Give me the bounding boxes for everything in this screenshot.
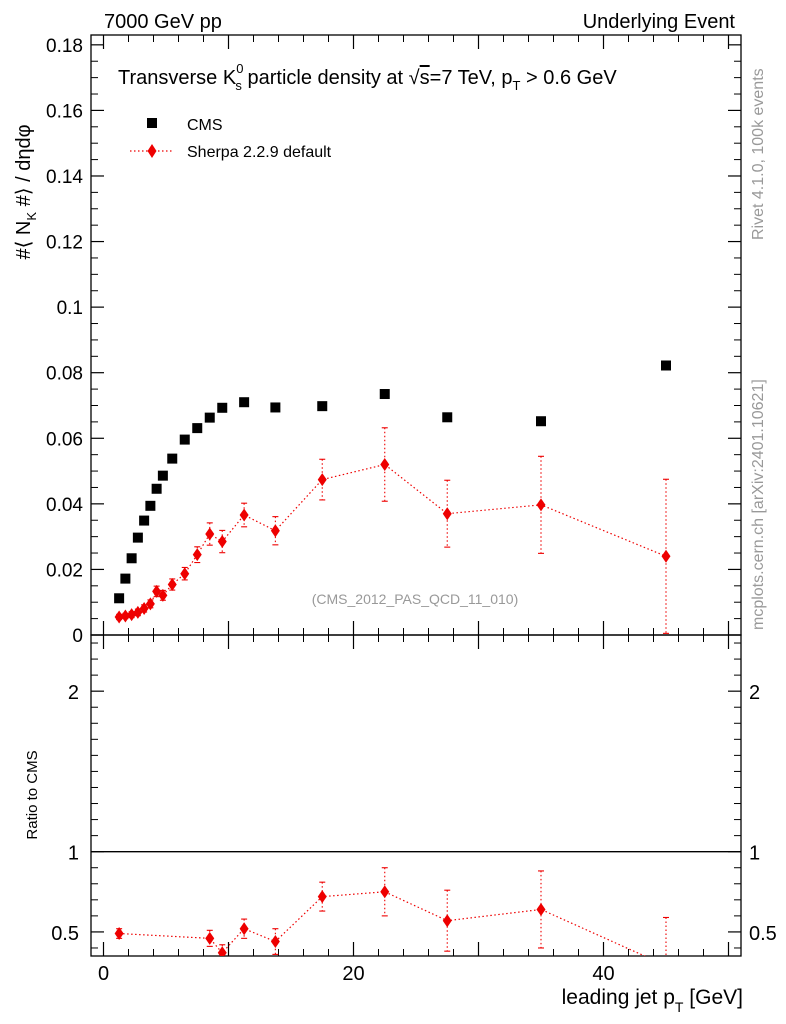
- mcplots-label: mcplots.cern.ch [arXiv:2401.10621]: [750, 379, 767, 630]
- y-tick-label: 0.12: [46, 233, 83, 254]
- cms-point: [270, 402, 281, 413]
- cms-point: [120, 573, 131, 584]
- cms-point: [204, 412, 215, 423]
- cms-point: [145, 500, 156, 511]
- cms-point: [192, 423, 203, 434]
- y-tick-label: 0.18: [46, 36, 83, 57]
- x-tick-label: 20: [342, 963, 364, 985]
- legend-marker-sherpa: [147, 144, 157, 158]
- sherpa-point: [661, 549, 671, 563]
- sherpa-point: [139, 601, 149, 615]
- main-y-label: #⟨ NK #⟩ / dηdφ: [13, 124, 39, 259]
- cms-point: [179, 434, 190, 445]
- ratio-series: [91, 851, 741, 972]
- ratio-y-tick-label: 1: [68, 843, 79, 865]
- x-tick-label: 0: [98, 963, 109, 985]
- ratio-point: [205, 931, 215, 945]
- x-tick-label: 40: [592, 963, 614, 985]
- cms-point: [317, 401, 328, 412]
- y-tick-label: 0.14: [46, 167, 83, 188]
- sherpa-point: [270, 524, 280, 538]
- main-y-axis: 0 0.02 0.04 0.06 0.08 0.1 0.12 0.14 0.16 0.18: [46, 36, 741, 647]
- sherpa-point: [192, 548, 202, 562]
- cms-point: [217, 402, 228, 413]
- main-title: Transverse K0 s particle density at √s=7 …: [118, 61, 617, 93]
- cms-point: [536, 416, 546, 427]
- sherpa-point: [317, 473, 327, 487]
- ratio-point: [239, 922, 249, 936]
- cms-point: [379, 389, 390, 400]
- cms-point: [239, 397, 250, 408]
- y-tick-label: 0.1: [57, 298, 83, 319]
- sherpa-point: [180, 567, 190, 581]
- ratio-y-tick-label: 2: [68, 682, 79, 704]
- ratio-point: [536, 902, 546, 916]
- legend: CMS Sherpa 2.2.9 default: [130, 117, 332, 161]
- legend-label-cms: CMS: [187, 117, 223, 134]
- ratio-y-axis: 0.5 0.5 1 1 2 2: [51, 642, 777, 949]
- cms-point: [167, 453, 178, 464]
- cms-point: [151, 483, 162, 494]
- rivet-label: Rivet 4.1.0, 100k events: [750, 68, 767, 240]
- x-axis: 0 20 40: [98, 35, 730, 985]
- x-axis-label: leading jet pT [GeV]: [562, 986, 743, 1015]
- sherpa-point: [167, 578, 177, 592]
- ratio-point: [317, 890, 327, 904]
- sherpa-point: [205, 527, 215, 541]
- cms-point: [139, 515, 150, 526]
- y-tick-label: 0.16: [46, 101, 83, 122]
- ratio-y-tick-label-right: 2: [749, 682, 760, 704]
- sherpa-point: [536, 498, 546, 512]
- ratio-point: [217, 946, 227, 956]
- ratio-y-label: Ratio to CMS: [24, 750, 41, 839]
- cms-point: [114, 593, 125, 604]
- ratio-point: [380, 885, 390, 899]
- cms-point: [442, 412, 453, 423]
- y-tick-label: 0: [72, 626, 83, 647]
- sherpa-point: [239, 508, 249, 522]
- sherpa-point: [158, 588, 168, 602]
- legend-label-sherpa: Sherpa 2.2.9 default: [187, 144, 332, 161]
- main-plot-area: [114, 360, 671, 634]
- cms-point: [126, 553, 137, 564]
- sherpa-point: [114, 610, 124, 624]
- ratio-point: [442, 914, 452, 928]
- ratio-y-tick-label: 0.5: [51, 923, 79, 945]
- cms-point: [661, 360, 671, 371]
- sherpa-point: [380, 458, 390, 472]
- legend-marker-cms: [147, 118, 157, 128]
- y-tick-label: 0.06: [46, 429, 83, 450]
- y-tick-label: 0.08: [46, 364, 83, 385]
- ratio-y-tick-label-right: 0.5: [749, 923, 777, 945]
- sherpa-point: [442, 507, 452, 521]
- ratio-plot-frame: [90, 634, 742, 957]
- sherpa-point: [120, 609, 130, 623]
- cms-point: [132, 532, 143, 543]
- ratio-point: [270, 935, 280, 949]
- y-tick-label: 0.02: [46, 560, 83, 581]
- sherpa-point: [145, 597, 155, 611]
- header-left: 7000 GeV pp: [104, 11, 222, 33]
- ratio-sherpa-line: [119, 891, 647, 956]
- ratio-point: [114, 927, 124, 941]
- ratio-point: [662, 959, 671, 972]
- header-right: Underlying Event: [583, 11, 736, 33]
- y-tick-label: 0.04: [46, 495, 83, 516]
- cms-point: [157, 470, 168, 481]
- ratio-plot-area: [91, 851, 741, 972]
- ratio-y-tick-label-right: 1: [749, 843, 760, 865]
- sherpa-point: [217, 535, 227, 549]
- analysis-watermark: (CMS_2012_PAS_QCD_11_010): [312, 591, 519, 607]
- sherpa-point: [127, 608, 137, 622]
